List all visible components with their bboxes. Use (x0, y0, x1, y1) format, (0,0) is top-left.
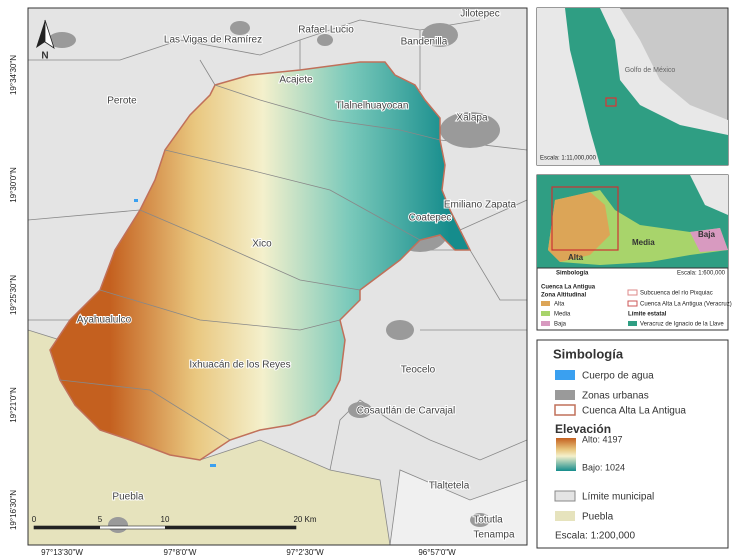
scale-label: 5 (98, 515, 103, 524)
place-label: Jilotepec (460, 9, 499, 20)
lon-label: 97°2'30"W (286, 548, 324, 557)
scale-label: 10 (161, 515, 170, 524)
legend: Simbología Cuerpo de agua Zonas urbanas … (536, 339, 729, 549)
place-label: Tlaltetela (429, 481, 470, 492)
place-label: Xalapa (456, 113, 488, 124)
inset-basin: Alta Media Baja Simbología Escala: 1:600… (536, 174, 732, 331)
inset-item: Alta (554, 302, 565, 308)
inset-item: Veracruz de Ignacio de la Llave (640, 322, 724, 328)
main-map: Las Vigas de Ramírez Rafael Lucio Banden… (28, 8, 527, 545)
sea-label: Golfo de México (625, 67, 676, 74)
north-label: N (41, 51, 48, 62)
place-label: Totutla (473, 515, 503, 526)
legend-title: Simbología (553, 346, 624, 361)
legend-item: Cuerpo de agua (582, 371, 654, 382)
place-label: Coatepec (409, 213, 452, 224)
legend-item: Cuenca Alta La Antigua (582, 406, 686, 417)
inset-legend-title: Simbología (556, 271, 589, 277)
scale-label: 20 Km (293, 515, 316, 524)
inset-heading: Zona Altitudinal (541, 293, 586, 299)
legend-item: Puebla (582, 512, 614, 523)
inset-item: Baja (554, 322, 567, 328)
lat-label: 19°16'30"N (9, 490, 18, 530)
place-label: Ayahualulco (77, 315, 132, 326)
place-label: Tlalnelhuayocan (336, 101, 409, 112)
lat-label: 19°34'30"N (9, 55, 18, 95)
lon-label: 96°57'0"W (418, 548, 456, 557)
zone-label: Alta (568, 253, 584, 262)
place-label: Emiliano Zapata (444, 200, 517, 211)
lat-label: 19°21'0"N (9, 387, 18, 423)
zone-label: Baja (698, 230, 715, 239)
legend-heading: Elevación (555, 422, 611, 436)
lat-label: 19°30'0"N (9, 167, 18, 203)
legend-high: Alto: 4197 (582, 434, 623, 444)
place-label: Tenampa (473, 530, 515, 541)
place-label: Puebla (112, 492, 144, 503)
place-label: Teocelo (401, 365, 436, 376)
lon-label: 97°13'30"W (41, 548, 83, 557)
inset-subtitle: Cuenca La Antigua (541, 285, 596, 291)
legend-item: Límite municipal (582, 492, 654, 503)
legend-item: Zonas urbanas (582, 391, 649, 402)
place-label: Perote (107, 96, 137, 107)
place-label: Ixhuacán de los Reyes (189, 360, 290, 371)
inset-item: Media (554, 312, 571, 318)
inset-item: Subcuenca del río Pixquiac (640, 291, 713, 297)
inset-heading: Límite estatal (628, 312, 667, 318)
scale-text: Escala: 1:11,000,000 (540, 156, 597, 162)
inset-item: Cuenca Alta La Antigua (Veracruz) (640, 302, 732, 308)
legend-low: Bajo: 1024 (582, 462, 625, 472)
lat-label: 19°25'30"N (9, 275, 18, 315)
legend-scale: Escala: 1:200,000 (555, 531, 635, 542)
place-label: Bandenilla (401, 37, 448, 48)
lon-label: 97°8'0"W (164, 548, 197, 557)
place-label: Cosautlán de Carvajal (357, 406, 455, 417)
place-label: Rafael Lucio (298, 25, 354, 36)
zone-label: Media (632, 238, 655, 247)
scale-text: Escala: 1:600,000 (677, 271, 726, 277)
inset-overview: Golfo de México Escala: 1:11,000,000 (536, 7, 729, 166)
scale-label: 0 (32, 515, 37, 524)
place-label: Acajete (279, 75, 313, 86)
place-label: Las Vigas de Ramírez (164, 35, 262, 46)
place-label: Xico (252, 239, 272, 250)
